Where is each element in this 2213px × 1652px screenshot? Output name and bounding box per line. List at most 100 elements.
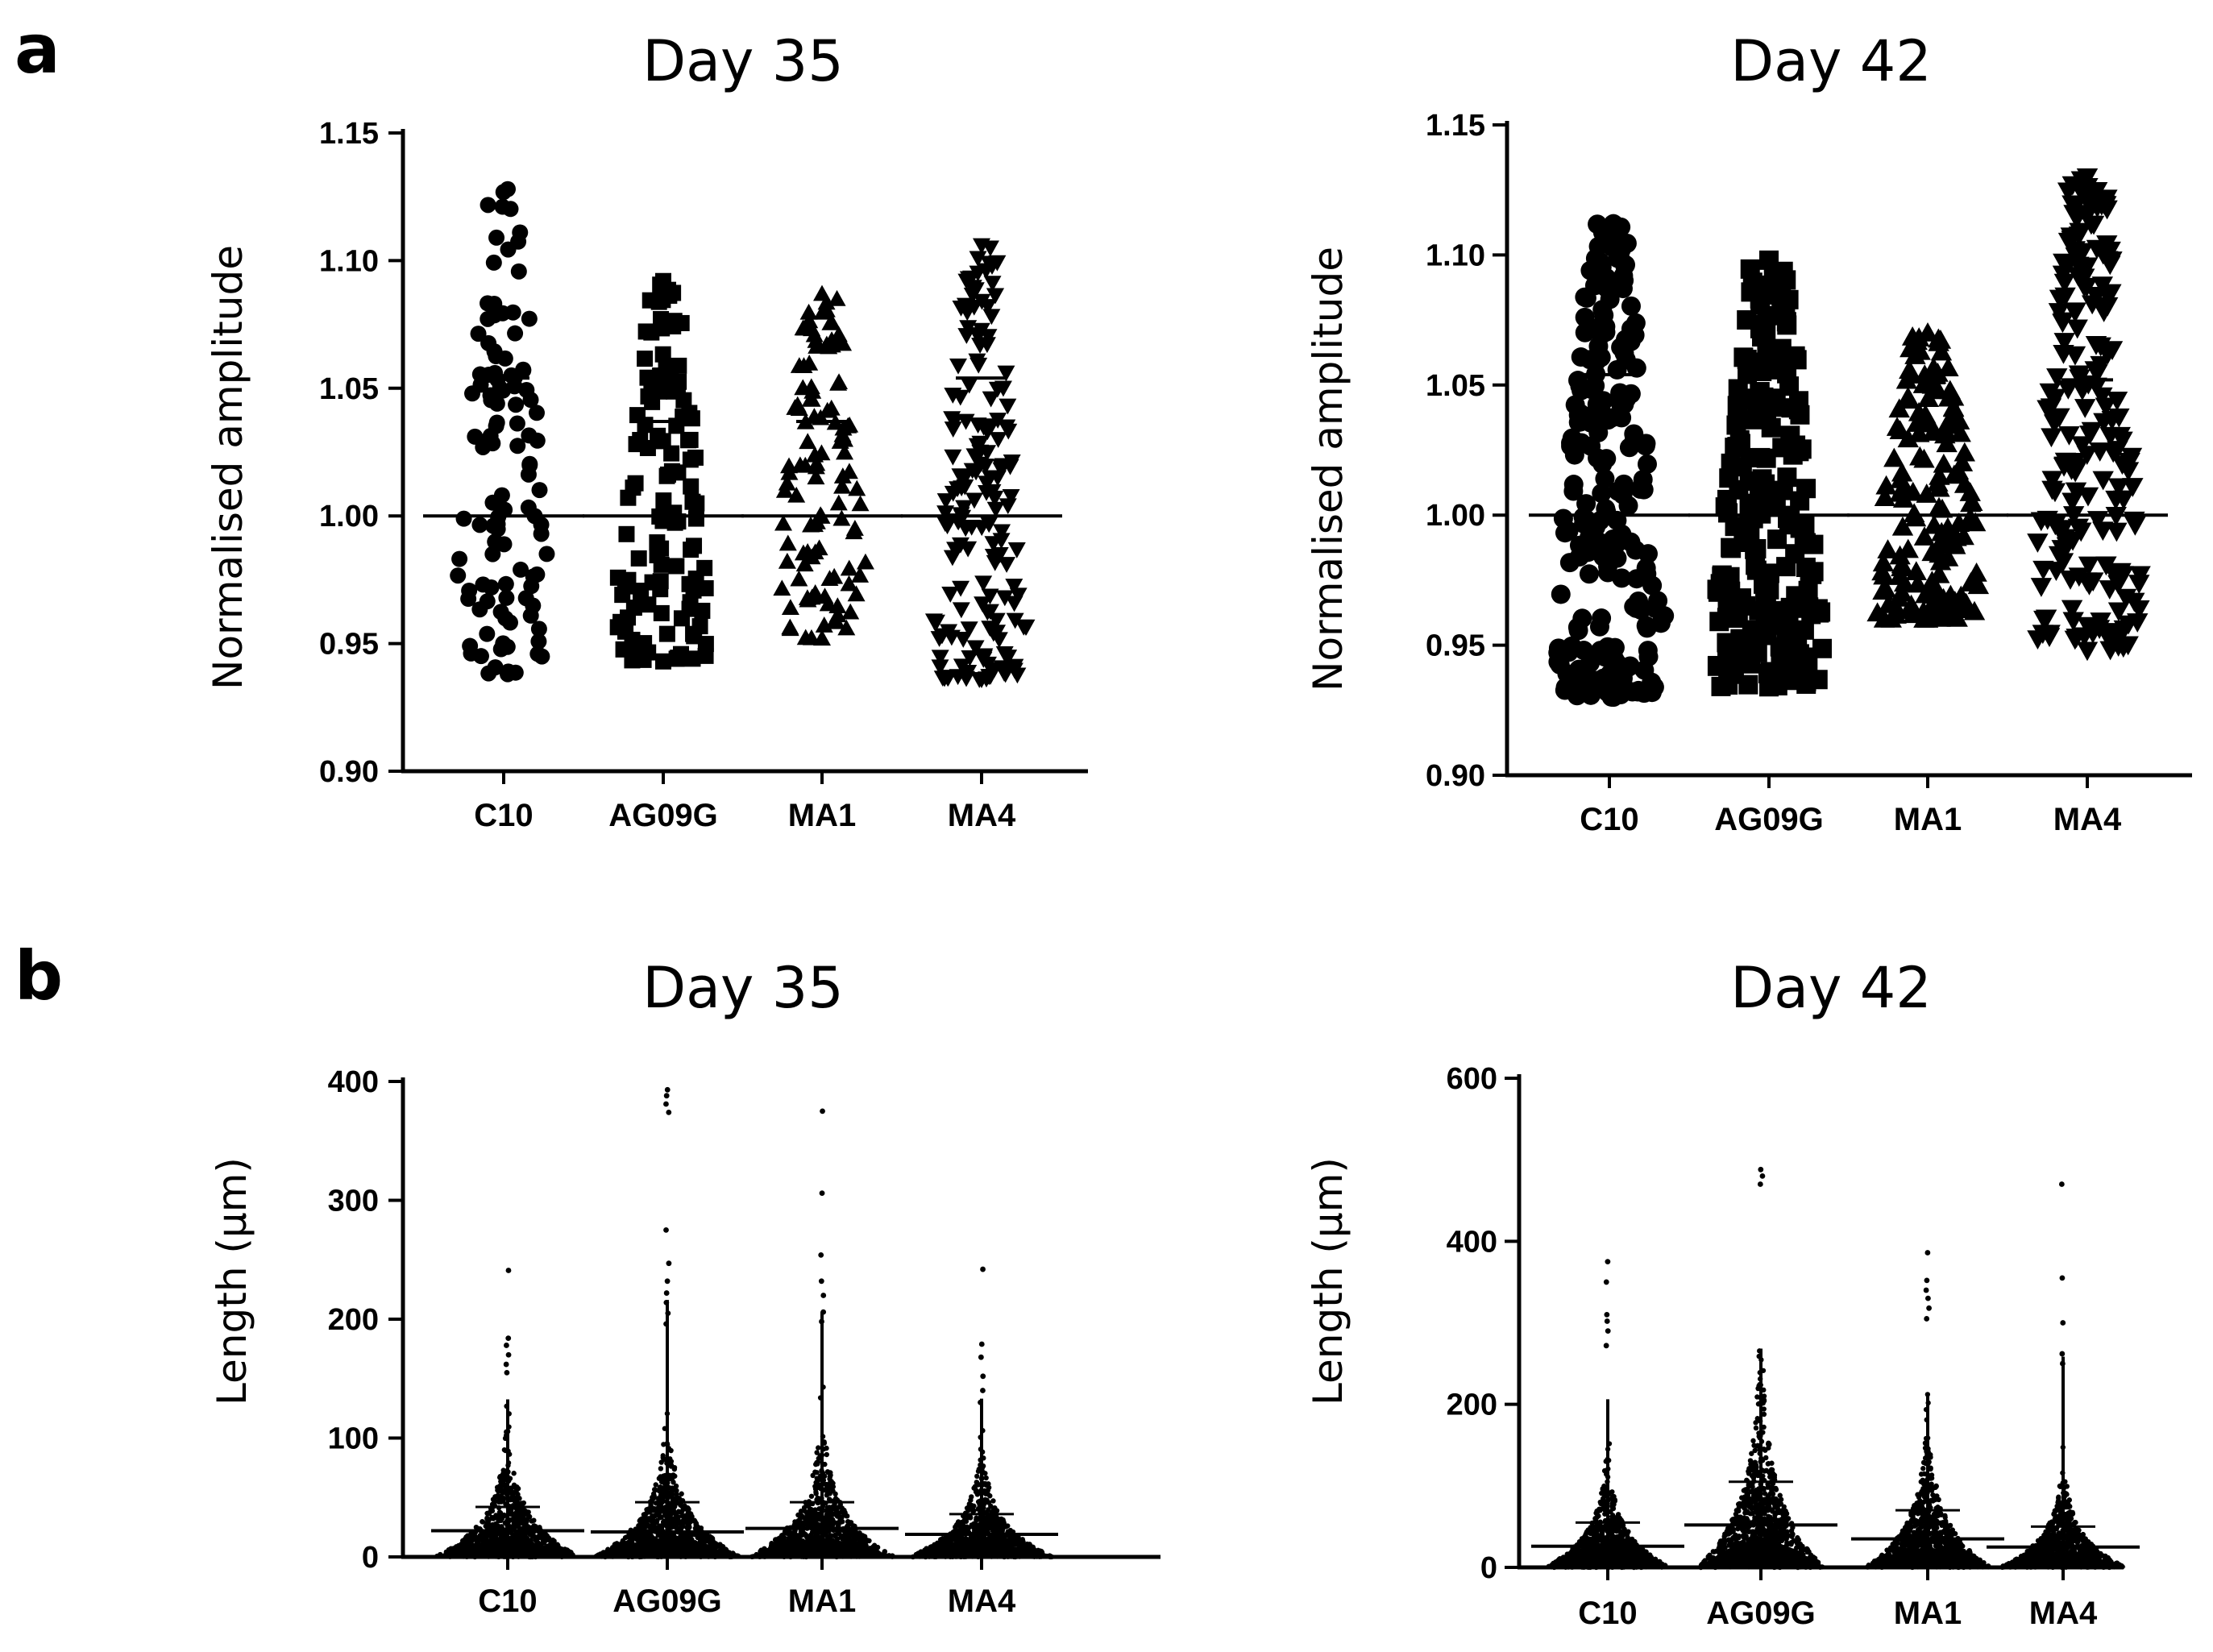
- data-point: [1634, 479, 1654, 500]
- outlier-point: [820, 1309, 827, 1315]
- data-point: [1595, 469, 1615, 489]
- data-point: [959, 320, 978, 337]
- data-point: [990, 1498, 996, 1504]
- data-point: [2128, 575, 2150, 594]
- data-point: [828, 289, 846, 306]
- data-point: [2128, 600, 2150, 620]
- data-point: [860, 1533, 866, 1538]
- data-point: [2061, 230, 2082, 251]
- data-point: [778, 534, 797, 551]
- outlier-point: [819, 1190, 825, 1197]
- data-point: [551, 1538, 557, 1544]
- data-point: [1596, 322, 1616, 342]
- data-point: [2097, 297, 2119, 317]
- data-point: [1635, 436, 1655, 456]
- data-point: [659, 1505, 665, 1510]
- data-point: [682, 1513, 687, 1519]
- data-point: [2062, 612, 2084, 632]
- data-point: [799, 1513, 805, 1519]
- data-point: [2064, 630, 2086, 650]
- data-point: [803, 320, 821, 337]
- data-point: [495, 635, 512, 652]
- data-point: [993, 524, 1011, 541]
- data-point: [1873, 608, 1895, 628]
- data-point: [1759, 677, 1779, 697]
- data-point: [969, 251, 987, 268]
- data-point: [816, 587, 834, 604]
- data-point: [941, 587, 960, 603]
- data-point: [654, 346, 671, 363]
- outlier-point: [503, 1361, 509, 1368]
- data-point: [466, 1533, 472, 1539]
- data-point: [510, 263, 527, 280]
- data-point: [961, 650, 979, 666]
- data-point: [2086, 181, 2108, 201]
- data-point: [490, 1516, 496, 1521]
- data-point: [973, 672, 990, 688]
- data-point: [2117, 636, 2139, 656]
- data-point: [524, 1537, 529, 1542]
- data-point: [455, 510, 472, 527]
- data-point: [2107, 441, 2128, 460]
- data-point: [691, 1517, 697, 1523]
- data-point: [671, 1464, 678, 1471]
- data-point: [1796, 479, 1816, 499]
- data-point: [986, 490, 1004, 507]
- data-point: [2106, 391, 2128, 411]
- data-point: [2085, 286, 2107, 306]
- data-point: [856, 553, 874, 570]
- data-point: [1872, 552, 1895, 572]
- data-point: [614, 587, 631, 604]
- data-point: [944, 485, 962, 502]
- y-tick-label: 0.90: [319, 755, 379, 789]
- data-point: [653, 1513, 659, 1518]
- y-tick-label: 300: [328, 1185, 379, 1218]
- data-point: [832, 509, 851, 526]
- data-point: [1873, 565, 1895, 585]
- data-point: [2041, 471, 2063, 491]
- data-point: [669, 377, 686, 394]
- data-point: [693, 1522, 699, 1528]
- data-point: [655, 492, 672, 509]
- data-point: [480, 197, 496, 214]
- data-point: [837, 619, 856, 636]
- data-point: [609, 619, 626, 636]
- data-point: [501, 614, 518, 631]
- data-point: [1740, 448, 1760, 468]
- chart-title: Day 35: [642, 955, 844, 1021]
- data-point: [1798, 580, 1818, 600]
- data-point: [1626, 569, 1646, 589]
- x-tick-label: AG09G: [612, 1584, 722, 1619]
- data-point: [983, 276, 1002, 293]
- data-point: [1575, 307, 1595, 327]
- data-point: [974, 1473, 980, 1480]
- data-point: [829, 494, 848, 511]
- outlier-point: [665, 1310, 671, 1317]
- data-point: [1609, 248, 1630, 268]
- data-point: [683, 478, 700, 495]
- data-point: [828, 1520, 833, 1525]
- data-point: [679, 1491, 684, 1496]
- data-point: [2093, 195, 2115, 215]
- data-point: [2107, 602, 2130, 622]
- data-point: [2052, 313, 2074, 334]
- data-point: [2076, 641, 2099, 662]
- data-point: [1904, 507, 1927, 527]
- data-point: [1743, 508, 1763, 529]
- data-point: [2108, 408, 2130, 428]
- data-point: [529, 645, 546, 662]
- data-point: [2037, 400, 2058, 420]
- data-point: [504, 304, 521, 321]
- outlier-point: [663, 1299, 670, 1305]
- data-point: [655, 653, 671, 670]
- data-point: [796, 629, 815, 645]
- data-point: [815, 1484, 821, 1490]
- data-point: [1718, 674, 1738, 695]
- data-point: [521, 310, 538, 327]
- data-point: [650, 293, 667, 310]
- data-point: [1936, 433, 1958, 453]
- data-point: [651, 1487, 658, 1492]
- data-point: [982, 309, 1001, 326]
- series-MA4: [905, 1266, 1058, 1560]
